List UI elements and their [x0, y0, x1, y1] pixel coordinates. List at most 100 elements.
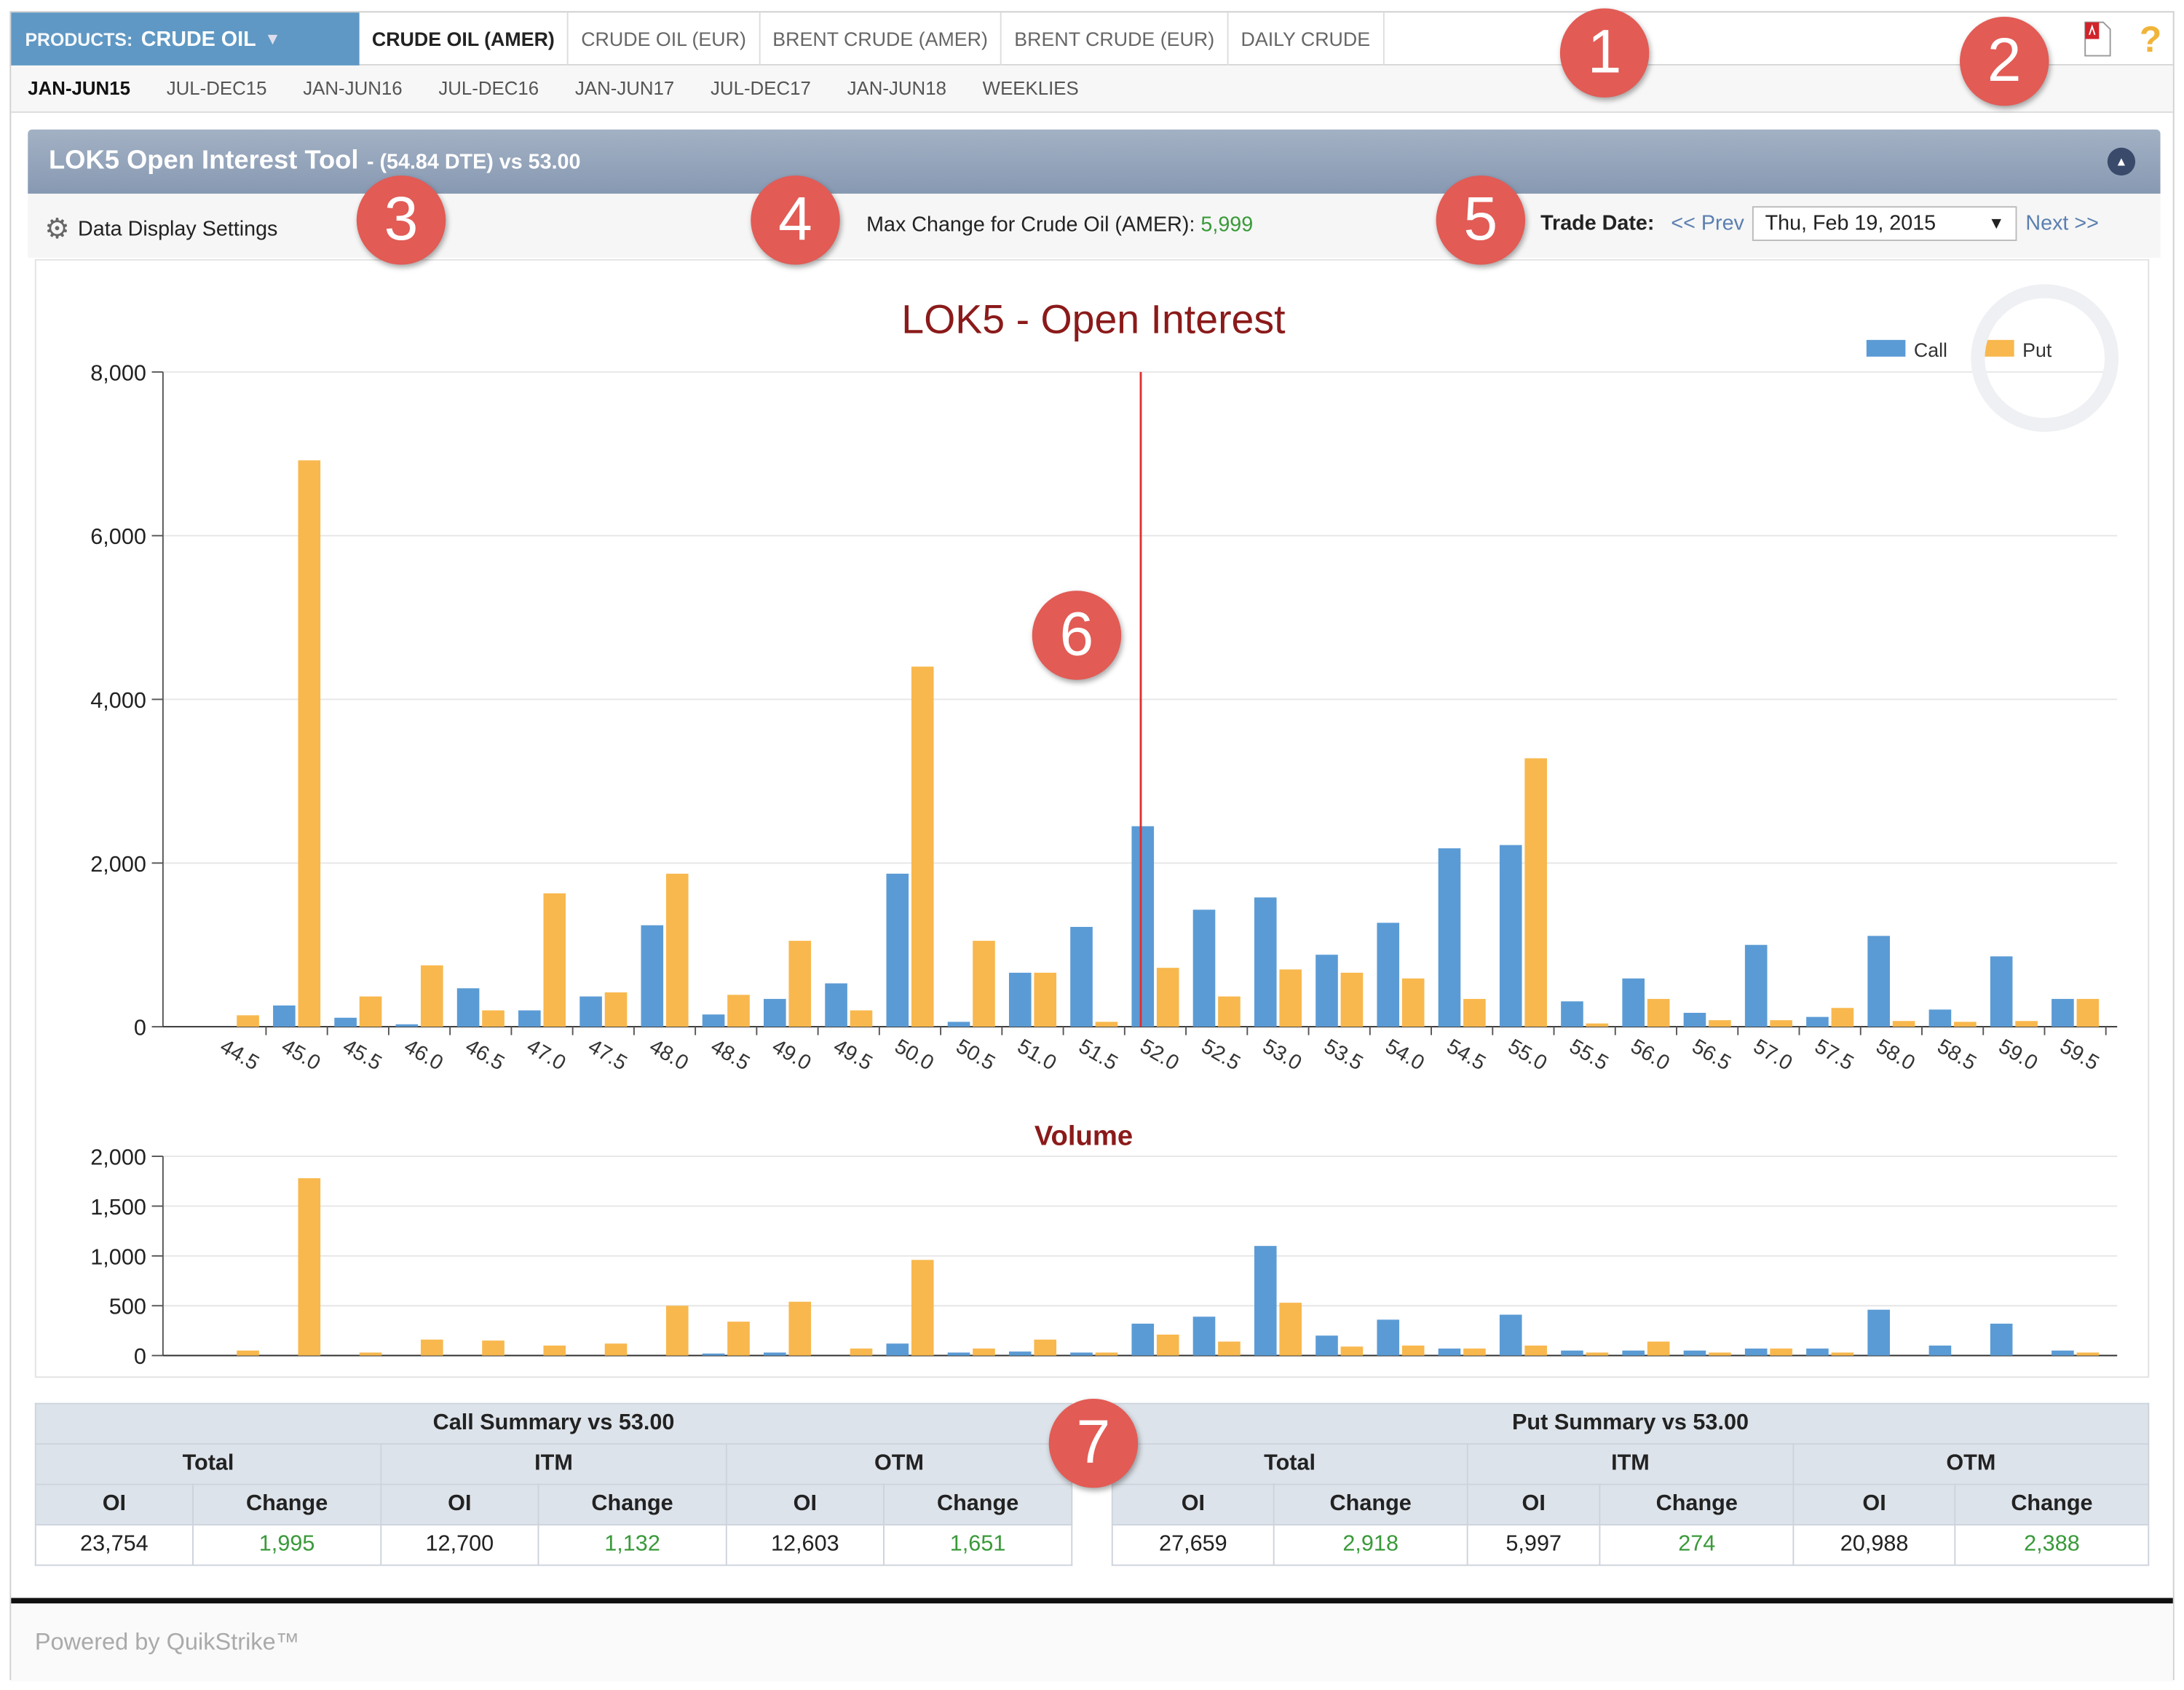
call-bar[interactable]	[702, 1014, 725, 1027]
call-bar[interactable]	[1192, 909, 1216, 1027]
put-bar[interactable]	[1647, 998, 1670, 1027]
put-bar[interactable]	[2015, 1021, 2038, 1027]
call-bar[interactable]	[518, 1010, 541, 1027]
call-bar[interactable]	[1561, 1001, 1583, 1027]
put-bar[interactable]	[788, 1301, 812, 1356]
call-bar[interactable]	[1499, 845, 1522, 1027]
call-bar[interactable]	[764, 1352, 786, 1356]
put-bar[interactable]	[1892, 1021, 1915, 1027]
expiry-tab[interactable]: JAN-JUN18	[847, 78, 946, 99]
call-bar[interactable]	[702, 1353, 725, 1356]
put-bar[interactable]	[543, 893, 566, 1027]
call-bar[interactable]	[1438, 1349, 1461, 1356]
put-bar[interactable]	[1831, 1352, 1854, 1356]
trade-date-select[interactable]: Thu, Feb 19, 2015 ▼	[1752, 206, 2017, 242]
call-bar[interactable]	[1499, 1314, 1522, 1356]
expiry-tab[interactable]: JAN-JUN15	[28, 78, 130, 99]
put-bar[interactable]	[359, 1352, 382, 1356]
call-bar[interactable]	[641, 925, 664, 1027]
put-bar[interactable]	[420, 965, 443, 1027]
put-bar[interactable]	[298, 1178, 321, 1356]
put-bar[interactable]	[1095, 1352, 1118, 1356]
put-bar[interactable]	[543, 1345, 566, 1356]
call-bar[interactable]	[334, 1017, 357, 1027]
put-bar[interactable]	[1340, 1346, 1364, 1356]
call-bar[interactable]	[886, 1343, 909, 1356]
prev-link[interactable]: << Prev	[1671, 211, 1744, 236]
call-bar[interactable]	[1008, 972, 1032, 1027]
put-bar[interactable]	[973, 941, 995, 1027]
call-bar[interactable]	[395, 1024, 419, 1027]
put-bar[interactable]	[482, 1340, 505, 1356]
call-bar[interactable]	[1070, 926, 1093, 1027]
put-bar[interactable]	[1218, 1341, 1241, 1356]
put-bar[interactable]	[727, 995, 750, 1027]
call-bar[interactable]	[1928, 1345, 1952, 1356]
call-bar[interactable]	[456, 988, 480, 1027]
tab-crude-oil-amer[interactable]: CRUDE OIL (AMER)	[360, 12, 569, 66]
call-bar[interactable]	[825, 983, 847, 1027]
put-bar[interactable]	[1463, 998, 1486, 1027]
call-bar[interactable]	[1377, 1319, 1400, 1356]
call-bar[interactable]	[1744, 944, 1768, 1027]
call-bar[interactable]	[1315, 955, 1338, 1027]
put-bar[interactable]	[1095, 1022, 1118, 1027]
put-bar[interactable]	[237, 1015, 259, 1027]
put-bar[interactable]	[482, 1010, 505, 1027]
put-bar[interactable]	[1279, 969, 1302, 1027]
put-bar[interactable]	[1586, 1352, 1609, 1356]
call-bar[interactable]	[1315, 1335, 1338, 1356]
put-bar[interactable]	[604, 992, 628, 1027]
collapse-icon[interactable]: ▲	[2107, 147, 2136, 176]
put-bar[interactable]	[911, 666, 934, 1027]
put-bar[interactable]	[1156, 968, 1179, 1027]
put-bar[interactable]	[788, 941, 812, 1027]
call-bar[interactable]	[1622, 1350, 1645, 1356]
put-bar[interactable]	[604, 1343, 628, 1356]
put-bar[interactable]	[1463, 1349, 1486, 1356]
put-bar[interactable]	[1279, 1303, 1302, 1356]
call-bar[interactable]	[1131, 826, 1155, 1027]
call-bar[interactable]	[1867, 1309, 1890, 1356]
call-bar[interactable]	[1990, 956, 2013, 1027]
put-bar[interactable]	[1770, 1020, 1792, 1027]
put-bar[interactable]	[850, 1010, 873, 1027]
call-bar[interactable]	[1377, 923, 1400, 1027]
put-bar[interactable]	[850, 1349, 873, 1356]
put-bar[interactable]	[727, 1322, 750, 1356]
call-bar[interactable]	[1990, 1323, 2013, 1356]
legend-put-label[interactable]: Put	[2022, 339, 2052, 361]
put-bar[interactable]	[420, 1339, 443, 1356]
put-bar[interactable]	[911, 1260, 934, 1356]
put-bar[interactable]	[1218, 996, 1241, 1027]
help-icon[interactable]: ?	[2137, 21, 2161, 58]
put-bar[interactable]	[298, 460, 321, 1027]
call-bar[interactable]	[1438, 848, 1461, 1027]
next-link[interactable]: Next >>	[2025, 211, 2099, 236]
data-display-settings-button[interactable]: ⚙ Data Display Settings	[44, 212, 277, 247]
put-bar[interactable]	[2076, 998, 2100, 1027]
expiry-tab[interactable]: JAN-JUN16	[303, 78, 403, 99]
call-bar[interactable]	[1561, 1350, 1583, 1356]
put-bar[interactable]	[1156, 1334, 1179, 1356]
put-bar[interactable]	[1401, 1345, 1425, 1356]
expiry-tab[interactable]: JUL-DEC15	[166, 78, 267, 99]
call-bar[interactable]	[764, 998, 786, 1027]
call-bar[interactable]	[947, 1352, 970, 1356]
put-bar[interactable]	[1709, 1352, 1731, 1356]
expiry-tab[interactable]: JUL-DEC16	[438, 78, 539, 99]
put-bar[interactable]	[1401, 978, 1425, 1027]
call-bar[interactable]	[1622, 978, 1645, 1027]
call-bar[interactable]	[1131, 1323, 1155, 1356]
tab-brent-crude-amer[interactable]: BRENT CRUDE (AMER)	[760, 12, 1002, 66]
products-dropdown[interactable]: PRODUCTS: CRUDE OIL ▼	[11, 12, 360, 66]
expiry-tab[interactable]: WEEKLIES	[982, 78, 1079, 99]
call-bar[interactable]	[1192, 1316, 1216, 1356]
put-bar[interactable]	[665, 1306, 689, 1356]
call-bar[interactable]	[579, 996, 602, 1027]
put-bar[interactable]	[665, 873, 689, 1027]
put-bar[interactable]	[1709, 1020, 1731, 1027]
tab-daily-crude[interactable]: DAILY CRUDE	[1228, 12, 1385, 66]
call-bar[interactable]	[1867, 936, 1890, 1027]
put-bar[interactable]	[237, 1350, 259, 1356]
